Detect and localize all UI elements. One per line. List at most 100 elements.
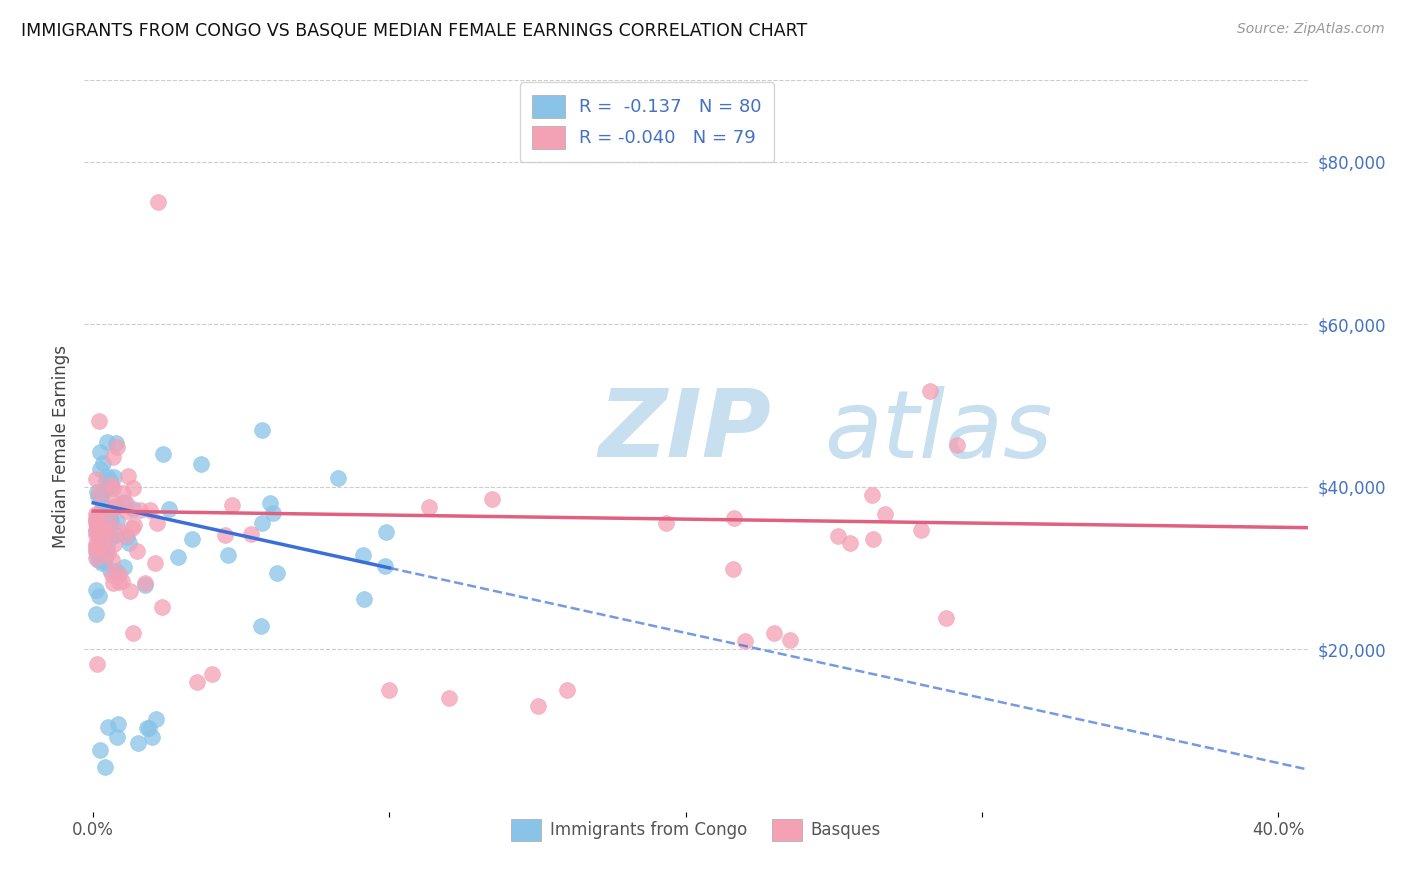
Point <box>122 501 145 516</box>
Point <box>94 542 117 557</box>
Point <box>86 517 108 532</box>
Point <box>93 524 115 539</box>
Point <box>138 721 160 735</box>
Point <box>779 633 801 648</box>
Point <box>186 674 208 689</box>
Text: IMMIGRANTS FROM CONGO VS BASQUE MEDIAN FEMALE EARNINGS CORRELATION CHART: IMMIGRANTS FROM CONGO VS BASQUE MEDIAN F… <box>21 22 807 40</box>
Point <box>134 575 156 590</box>
Point <box>100 513 122 527</box>
Point <box>96 468 118 483</box>
Point <box>266 566 288 581</box>
Point <box>250 516 273 530</box>
Point <box>146 516 169 531</box>
Point <box>96 474 118 488</box>
Point <box>101 450 124 464</box>
Point <box>214 528 236 542</box>
Point <box>108 567 131 582</box>
Point <box>105 564 128 578</box>
Point <box>353 592 375 607</box>
Point <box>84 607 107 622</box>
Point <box>135 721 157 735</box>
Point <box>157 502 180 516</box>
Point <box>375 525 398 540</box>
Point <box>105 514 128 528</box>
Point <box>115 528 138 542</box>
Point <box>838 536 860 550</box>
Point <box>89 590 111 604</box>
Point <box>84 537 107 551</box>
Point <box>112 495 135 509</box>
Point <box>89 549 111 564</box>
Point <box>118 536 141 550</box>
Point <box>148 195 170 210</box>
Point <box>87 486 110 500</box>
Point <box>90 540 112 554</box>
Point <box>84 507 107 521</box>
Point <box>910 523 932 537</box>
Point <box>250 423 273 437</box>
Point <box>91 554 114 568</box>
Point <box>89 743 111 757</box>
Point <box>139 503 162 517</box>
Point <box>115 530 138 544</box>
Point <box>105 730 128 744</box>
Point <box>101 481 124 495</box>
Point <box>84 516 107 530</box>
Point <box>107 523 129 537</box>
Point <box>84 542 107 557</box>
Point <box>217 548 239 562</box>
Point <box>94 483 117 497</box>
Text: Source: ZipAtlas.com: Source: ZipAtlas.com <box>1237 22 1385 37</box>
Point <box>101 553 124 567</box>
Point <box>91 556 114 570</box>
Point <box>201 666 224 681</box>
Point <box>91 456 114 470</box>
Point <box>128 503 150 517</box>
Point <box>93 549 115 564</box>
Point <box>87 527 110 541</box>
Point <box>94 527 117 541</box>
Point <box>91 515 114 529</box>
Point <box>90 515 112 529</box>
Point <box>87 553 110 567</box>
Point <box>481 492 503 507</box>
Point <box>103 494 125 508</box>
Point <box>89 461 111 475</box>
Point <box>86 539 108 553</box>
Point <box>125 544 148 558</box>
Point <box>262 506 284 520</box>
Point <box>94 482 117 496</box>
Point <box>115 504 138 518</box>
Point <box>145 712 167 726</box>
Point <box>96 522 118 536</box>
Point <box>111 574 134 588</box>
Point <box>860 488 883 502</box>
Point <box>87 414 110 428</box>
Point <box>89 537 111 551</box>
Point <box>655 516 678 531</box>
Point <box>103 575 125 590</box>
Y-axis label: Median Female Earnings: Median Female Earnings <box>52 344 70 548</box>
Point <box>100 478 122 492</box>
Point <box>105 528 128 542</box>
Point <box>145 556 167 570</box>
Point <box>96 434 118 449</box>
Point <box>326 471 349 485</box>
Point <box>97 720 120 734</box>
Point <box>98 473 121 487</box>
Point <box>875 507 897 521</box>
Text: ZIP: ZIP <box>598 385 770 477</box>
Point <box>104 436 127 450</box>
Point <box>89 445 111 459</box>
Point <box>734 634 756 648</box>
Point <box>91 537 114 551</box>
Point <box>117 469 139 483</box>
Point <box>84 550 107 565</box>
Point <box>93 526 115 541</box>
Point <box>221 498 243 512</box>
Point <box>87 489 110 503</box>
Point <box>98 563 121 577</box>
Point <box>96 505 118 519</box>
Point <box>437 690 460 705</box>
Point <box>723 510 745 524</box>
